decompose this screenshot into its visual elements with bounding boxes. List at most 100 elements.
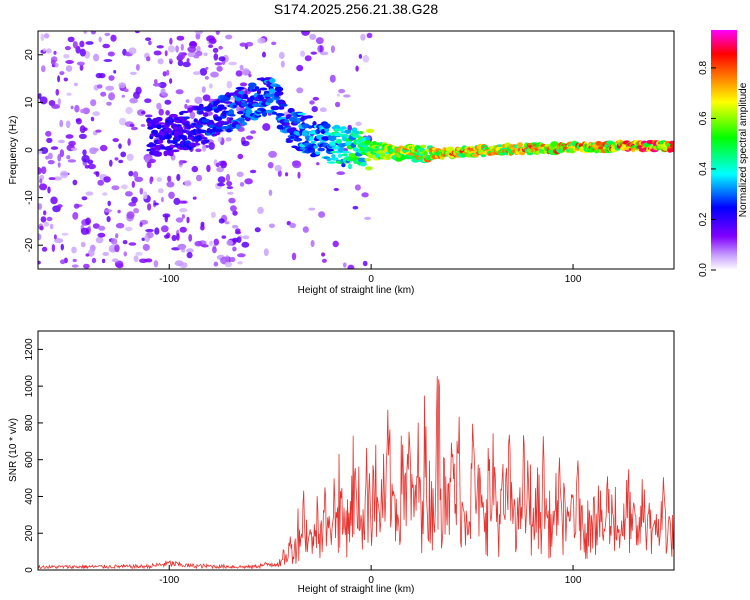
noise-blob bbox=[203, 52, 208, 57]
ridge-blob bbox=[326, 161, 336, 164]
colorbar-tick-label: 0.8 bbox=[698, 61, 709, 75]
noise-blob bbox=[193, 54, 200, 59]
noise-blob bbox=[187, 46, 197, 53]
noise-blob bbox=[142, 243, 150, 251]
noise-blob bbox=[102, 43, 110, 49]
noise-blob bbox=[218, 218, 225, 224]
noise-blob bbox=[88, 249, 95, 257]
noise-blob bbox=[278, 51, 285, 60]
noise-blob bbox=[321, 258, 327, 263]
noise-blob bbox=[182, 61, 191, 68]
noise-blob bbox=[63, 54, 70, 59]
ridge-blob bbox=[372, 141, 377, 145]
noise-blob bbox=[310, 51, 317, 55]
noise-blob bbox=[54, 238, 64, 244]
noise-blob bbox=[105, 85, 115, 91]
ridge-blob bbox=[203, 140, 210, 143]
noise-blob bbox=[355, 65, 359, 72]
noise-blob bbox=[302, 226, 309, 233]
ridge-blob bbox=[293, 137, 303, 142]
noise-blob bbox=[47, 186, 51, 194]
noise-blob bbox=[254, 227, 261, 233]
noise-blob bbox=[360, 33, 366, 41]
noise-blob bbox=[156, 45, 164, 49]
noise-blob bbox=[66, 155, 71, 160]
noise-blob bbox=[106, 216, 111, 223]
ridge-blob bbox=[169, 151, 174, 157]
noise-blob bbox=[104, 32, 111, 37]
noise-blob bbox=[114, 244, 120, 253]
noise-blob bbox=[312, 96, 319, 101]
noise-blob bbox=[102, 252, 109, 256]
noise-blob bbox=[49, 223, 54, 230]
noise-blob bbox=[362, 260, 368, 267]
noise-blob bbox=[60, 243, 64, 251]
noise-blob bbox=[347, 264, 355, 269]
noise-blob bbox=[90, 31, 97, 35]
y-tick-label: 400 bbox=[24, 488, 35, 505]
noise-blob bbox=[176, 173, 181, 182]
noise-blob bbox=[79, 48, 86, 57]
noise-blob bbox=[189, 111, 196, 119]
noise-blob bbox=[217, 176, 226, 184]
noise-blob bbox=[78, 133, 87, 139]
noise-blob bbox=[291, 252, 297, 261]
ridge-blob bbox=[315, 151, 321, 155]
noise-blob bbox=[153, 202, 159, 206]
noise-blob bbox=[309, 33, 317, 41]
ridge-blob bbox=[310, 140, 317, 144]
noise-blob bbox=[195, 50, 203, 57]
ridge-blob bbox=[203, 112, 209, 117]
noise-blob bbox=[64, 46, 71, 51]
ridge-blob bbox=[180, 110, 190, 114]
ridge-blob bbox=[374, 145, 379, 149]
noise-blob bbox=[226, 181, 233, 187]
noise-blob bbox=[179, 226, 187, 233]
noise-blob bbox=[38, 149, 43, 154]
noise-blob bbox=[154, 79, 158, 84]
noise-blob bbox=[257, 37, 266, 44]
noise-blob bbox=[208, 37, 217, 44]
noise-blob bbox=[135, 64, 140, 71]
noise-blob bbox=[65, 65, 73, 72]
snr-x-ticks: -100 0 100 bbox=[159, 565, 582, 586]
ridge-blob bbox=[297, 112, 306, 116]
spectrogram-x-label: Height of straight line (km) bbox=[298, 285, 415, 296]
noise-blob bbox=[318, 211, 326, 218]
noise-blob bbox=[134, 31, 140, 34]
noise-blob bbox=[98, 225, 106, 231]
noise-blob bbox=[40, 216, 47, 223]
noise-blob bbox=[38, 203, 43, 210]
noise-blob bbox=[241, 241, 250, 248]
ridge-blob bbox=[156, 123, 162, 130]
colorbar: 0.0 0.2 0.4 0.6 0.8 Normalized spectral ampl… bbox=[698, 30, 749, 277]
ridge-blob bbox=[360, 162, 367, 167]
noise-blob bbox=[333, 187, 339, 192]
noise-blob bbox=[166, 181, 175, 188]
ridge-blob bbox=[290, 127, 297, 131]
noise-blob bbox=[186, 216, 190, 224]
ridge-blob bbox=[274, 90, 284, 96]
noise-blob bbox=[141, 111, 146, 115]
noise-blob bbox=[67, 159, 77, 163]
noise-blob bbox=[110, 34, 117, 42]
noise-blob bbox=[80, 227, 89, 235]
noise-blob bbox=[237, 253, 246, 258]
ridge-blob bbox=[214, 128, 224, 132]
noise-blob bbox=[229, 256, 236, 263]
noise-blob bbox=[343, 262, 347, 268]
noise-blob bbox=[146, 161, 152, 169]
noise-blob bbox=[93, 53, 100, 62]
noise-blob bbox=[217, 182, 225, 187]
noise-blob bbox=[215, 162, 220, 168]
noise-blob bbox=[226, 186, 234, 190]
noise-blob bbox=[262, 51, 266, 58]
noise-blob bbox=[146, 56, 151, 62]
noise-blob bbox=[90, 99, 97, 107]
ridge-blob bbox=[276, 124, 284, 130]
noise-blob bbox=[201, 86, 206, 93]
noise-blob bbox=[107, 51, 115, 57]
noise-blob bbox=[175, 89, 184, 95]
noise-blob bbox=[46, 216, 53, 222]
ridge-blob bbox=[223, 101, 233, 104]
